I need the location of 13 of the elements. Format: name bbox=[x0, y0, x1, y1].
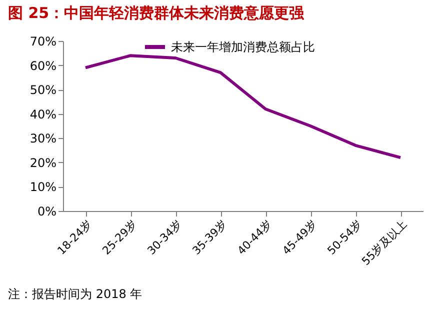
chart-title: 图 25：中国年轻消费群体未来消费意愿更强 bbox=[8, 4, 306, 22]
y-tick-label: 0% bbox=[37, 204, 56, 218]
y-tick-label: 10% bbox=[30, 180, 56, 194]
y-tick-label: 40% bbox=[30, 107, 56, 122]
y-tick-label: 60% bbox=[30, 58, 56, 73]
y-tick-label: 30% bbox=[30, 132, 56, 146]
y-tick-label: 70% bbox=[30, 34, 56, 48]
legend-label: 未来一年增加消费总额占比 bbox=[171, 40, 315, 54]
line-series bbox=[84, 54, 402, 160]
x-tick-label: 55岁及以上 bbox=[359, 218, 410, 268]
text: 注：报告时间为 2018 年 bbox=[8, 287, 142, 301]
y-tick-label: 50% bbox=[30, 83, 56, 98]
y-tick-label: 20% bbox=[30, 156, 56, 170]
